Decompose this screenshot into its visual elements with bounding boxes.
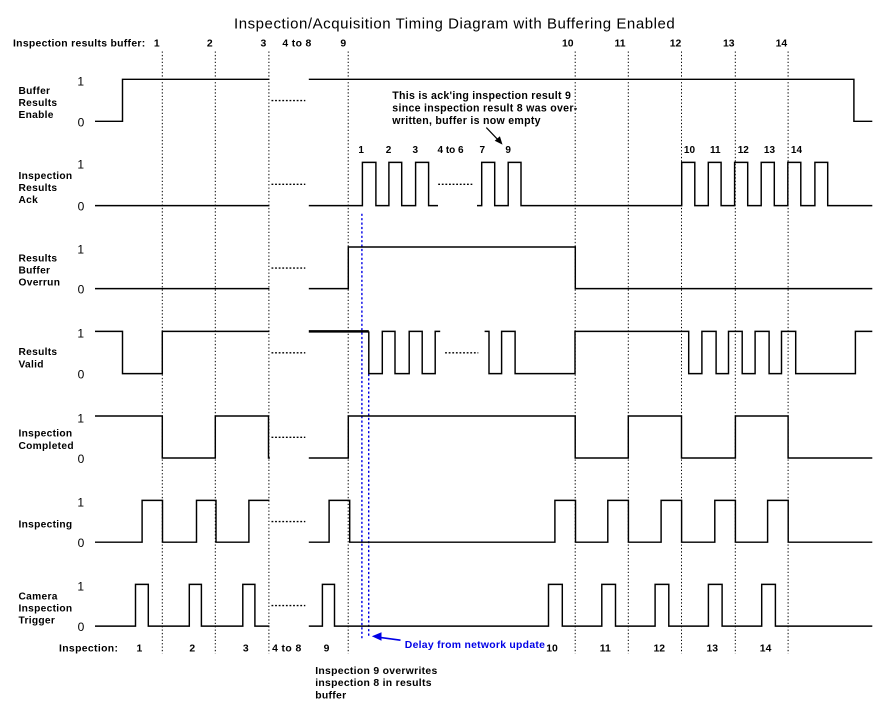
- svg-text:4 to 8: 4 to 8: [282, 38, 311, 49]
- svg-text:Results: Results: [19, 183, 58, 194]
- svg-text:Ack: Ack: [19, 195, 39, 206]
- svg-text:13: 13: [707, 644, 719, 655]
- svg-text:9: 9: [505, 145, 511, 156]
- svg-text:10: 10: [546, 644, 558, 655]
- svg-text:0: 0: [78, 536, 85, 550]
- svg-text:Buffer: Buffer: [19, 266, 51, 277]
- svg-text:14: 14: [760, 644, 772, 655]
- svg-text:3: 3: [413, 145, 419, 156]
- svg-text:Results: Results: [19, 98, 58, 109]
- svg-text:11: 11: [615, 38, 626, 49]
- svg-text:1: 1: [154, 38, 160, 49]
- svg-text:inspection 8 in results: inspection 8 in results: [315, 678, 432, 689]
- svg-text:2: 2: [189, 644, 195, 655]
- svg-text:13: 13: [723, 38, 735, 49]
- svg-text:10: 10: [562, 38, 574, 49]
- svg-text:1: 1: [77, 411, 84, 425]
- svg-text:Results: Results: [19, 253, 58, 264]
- svg-text:11: 11: [710, 145, 721, 156]
- svg-text:13: 13: [764, 145, 776, 156]
- svg-text:14: 14: [791, 145, 803, 156]
- svg-text:4 to 6: 4 to 6: [438, 145, 465, 156]
- svg-text:12: 12: [670, 38, 682, 49]
- svg-text:1: 1: [137, 644, 143, 655]
- svg-text:Inspection:: Inspection:: [59, 644, 118, 655]
- svg-text:0: 0: [78, 283, 85, 297]
- svg-text:Inspection: Inspection: [19, 603, 73, 614]
- svg-text:This is ack'ing inspection res: This is ack'ing inspection result 9: [392, 90, 571, 102]
- svg-text:Results: Results: [19, 347, 58, 358]
- svg-text:Completed: Completed: [19, 441, 74, 452]
- svg-text:2: 2: [386, 145, 392, 156]
- svg-text:Inspection results buffer:: Inspection results buffer:: [13, 38, 146, 49]
- svg-text:0: 0: [78, 452, 85, 466]
- svg-text:0: 0: [78, 200, 85, 214]
- svg-text:1: 1: [77, 75, 84, 89]
- svg-text:Valid: Valid: [19, 359, 44, 370]
- svg-text:1: 1: [77, 580, 84, 594]
- svg-text:1: 1: [77, 158, 84, 172]
- svg-text:0: 0: [78, 620, 85, 634]
- svg-text:1: 1: [358, 145, 364, 156]
- svg-text:7: 7: [480, 145, 486, 156]
- svg-text:0: 0: [78, 115, 85, 129]
- svg-text:9: 9: [340, 38, 346, 49]
- svg-text:2: 2: [207, 38, 213, 49]
- svg-text:Inspection 9 overwrites: Inspection 9 overwrites: [315, 666, 437, 677]
- svg-text:10: 10: [684, 145, 696, 156]
- svg-text:Trigger: Trigger: [19, 616, 56, 627]
- svg-text:Enable: Enable: [19, 110, 54, 121]
- svg-text:12: 12: [738, 145, 750, 156]
- svg-text:Inspection: Inspection: [19, 429, 73, 440]
- svg-text:0: 0: [78, 368, 85, 382]
- svg-text:Camera: Camera: [19, 591, 58, 602]
- svg-text:1: 1: [77, 242, 84, 256]
- svg-text:Overrun: Overrun: [19, 278, 61, 289]
- svg-text:Delay from network update: Delay from network update: [405, 640, 545, 651]
- svg-text:since inspection result 8 was: since inspection result 8 was over-: [392, 103, 577, 115]
- svg-text:14: 14: [776, 38, 788, 49]
- svg-text:buffer: buffer: [315, 690, 346, 701]
- svg-text:11: 11: [600, 644, 611, 655]
- svg-text:Inspection/Acquisition Timing: Inspection/Acquisition Timing Diagram wi…: [234, 16, 675, 33]
- svg-text:9: 9: [324, 644, 330, 655]
- svg-text:3: 3: [243, 644, 249, 655]
- svg-text:3: 3: [261, 38, 267, 49]
- svg-text:Inspection: Inspection: [19, 171, 73, 182]
- svg-text:12: 12: [654, 644, 666, 655]
- svg-text:1: 1: [77, 327, 84, 341]
- svg-text:1: 1: [77, 496, 84, 510]
- svg-text:written, buffer is now empty: written, buffer is now empty: [391, 115, 541, 127]
- svg-text:4 to 8: 4 to 8: [272, 644, 302, 655]
- svg-text:Buffer: Buffer: [19, 86, 51, 97]
- svg-text:Inspecting: Inspecting: [19, 519, 73, 530]
